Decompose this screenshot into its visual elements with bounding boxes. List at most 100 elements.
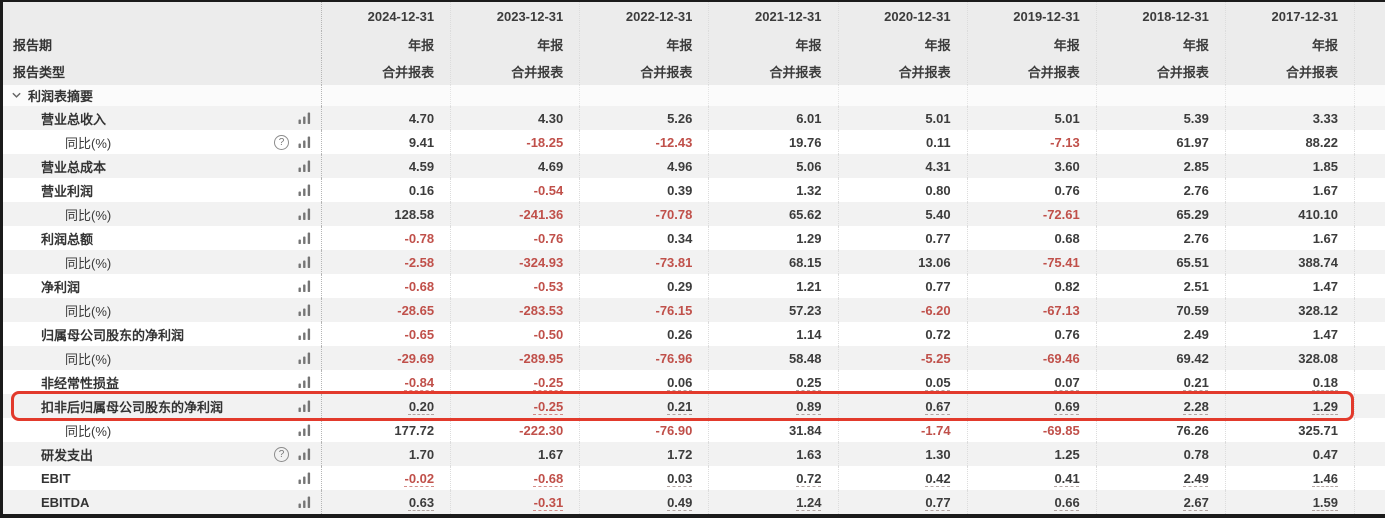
value-cell-text: 328.08 bbox=[1298, 350, 1338, 366]
row-label-cell: 研发支出? bbox=[3, 442, 322, 466]
right-gutter bbox=[1355, 442, 1385, 466]
row-icons bbox=[298, 184, 321, 196]
table-row: 同比(%) 177.72 -222.30 -76.90 31.84 -1.74 -69.85… bbox=[3, 418, 1385, 442]
value-cell-text: 0.67 bbox=[925, 398, 951, 414]
right-gutter bbox=[1355, 130, 1385, 154]
value-cell-text: -76.15 bbox=[655, 302, 693, 318]
value-cell-text: -289.95 bbox=[519, 350, 564, 366]
value-cell-text: -29.69 bbox=[397, 350, 435, 366]
right-gutter bbox=[1355, 2, 1385, 31]
value-cell-text: 0.26 bbox=[667, 326, 693, 342]
row-label-cell: 同比(%) bbox=[3, 418, 322, 442]
row-label: 营业利润 bbox=[41, 183, 94, 199]
table-row: 营业总收入 4.70 4.30 5.26 6.01 5.01 5.01 5.39 3.33 bbox=[3, 106, 1385, 130]
bar-chart-icon[interactable] bbox=[298, 424, 311, 436]
row-label-cell: 利润总额 bbox=[3, 226, 322, 250]
value-cell-text: 65.62 bbox=[788, 206, 822, 222]
row-label: 同比(%) bbox=[65, 255, 112, 271]
value-cell: 0.69 bbox=[968, 394, 1097, 418]
value-cell-text: 0.42 bbox=[925, 470, 951, 486]
value-cell: -5.25 bbox=[839, 346, 968, 370]
value-cell: 2.28 bbox=[1097, 394, 1226, 418]
bar-chart-icon[interactable] bbox=[298, 352, 311, 364]
row-icons bbox=[298, 160, 321, 172]
right-gutter bbox=[1355, 274, 1385, 298]
table-row: 归属母公司股东的净利润 -0.65 -0.50 0.26 1.14 0.72 0.76 2.4… bbox=[3, 322, 1385, 346]
bar-chart-icon[interactable] bbox=[298, 160, 311, 172]
value-cell-text: 0.21 bbox=[667, 398, 693, 414]
value-cell-text: 4.30 bbox=[537, 110, 564, 126]
value-cell-text: 2.76 bbox=[1183, 230, 1209, 246]
value-cell-text: 1.59 bbox=[1312, 494, 1338, 510]
value-cell: 88.22 bbox=[1226, 130, 1355, 154]
value-cell-text: 0.72 bbox=[925, 326, 951, 342]
value-cell-text: -70.78 bbox=[655, 206, 693, 222]
help-icon[interactable]: ? bbox=[274, 446, 289, 462]
value-cell-text: 9.41 bbox=[408, 134, 435, 150]
value-cell-text: 0.16 bbox=[408, 182, 435, 198]
report-type-value: 合并报表 bbox=[968, 58, 1097, 85]
help-icon[interactable]: ? bbox=[274, 134, 289, 150]
value-cell: 2.76 bbox=[1097, 226, 1226, 250]
value-cell-text: 0.34 bbox=[667, 230, 693, 246]
row-label: 利润总额 bbox=[41, 231, 94, 247]
bar-chart-icon[interactable] bbox=[298, 328, 311, 340]
value-cell-text: 0.11 bbox=[926, 134, 951, 150]
right-gutter bbox=[1355, 298, 1385, 322]
value-cell: -18.25 bbox=[451, 130, 581, 154]
value-cell-text: 4.70 bbox=[408, 110, 435, 126]
value-cell-text: -324.93 bbox=[519, 254, 564, 270]
header-dates-row: 2024-12-31 2023-12-31 2022-12-31 2021-12-31… bbox=[3, 2, 1385, 31]
bar-chart-icon[interactable] bbox=[298, 496, 311, 508]
value-cell: 65.51 bbox=[1097, 250, 1226, 274]
value-cell-text: 31.84 bbox=[788, 422, 822, 438]
section-row-income-statement-summary[interactable]: 利润表摘要 bbox=[3, 85, 1385, 106]
right-gutter bbox=[1355, 58, 1385, 85]
bar-chart-icon[interactable] bbox=[298, 136, 311, 148]
value-cell: 70.59 bbox=[1097, 298, 1226, 322]
value-cell-text: 5.26 bbox=[667, 110, 693, 126]
value-cell-text: 1.21 bbox=[796, 278, 822, 294]
table-row: 研发支出? 1.70 1.67 1.72 1.63 1.30 1.25 0.78 0.47 bbox=[3, 442, 1385, 466]
bar-chart-icon[interactable] bbox=[298, 448, 311, 460]
report-period-value-text: 年报 bbox=[1053, 38, 1080, 53]
section-empty-cell bbox=[839, 85, 968, 106]
bar-chart-icon[interactable] bbox=[298, 256, 311, 268]
row-icons bbox=[298, 376, 321, 388]
value-cell: -72.61 bbox=[968, 202, 1097, 226]
column-header-date: 2018-12-31 bbox=[1097, 2, 1226, 31]
report-period-value: 年报 bbox=[709, 31, 839, 58]
bar-chart-icon[interactable] bbox=[298, 376, 311, 388]
row-label: 同比(%) bbox=[65, 423, 112, 439]
value-cell-text: -1.74 bbox=[920, 422, 951, 438]
report-period-value-text: 年报 bbox=[924, 38, 951, 53]
bar-chart-icon[interactable] bbox=[298, 184, 311, 196]
report-type-value: 合并报表 bbox=[1226, 58, 1355, 85]
value-cell-text: 70.59 bbox=[1176, 302, 1209, 318]
column-header-date-text: 2024-12-31 bbox=[367, 9, 435, 24]
value-cell: 0.47 bbox=[1226, 442, 1355, 466]
row-label: 同比(%) bbox=[65, 303, 112, 319]
section-title: 利润表摘要 bbox=[28, 89, 94, 104]
bar-chart-icon[interactable] bbox=[298, 400, 311, 412]
bar-chart-icon[interactable] bbox=[298, 232, 311, 244]
value-cell-text: 0.49 bbox=[667, 494, 693, 510]
value-cell: 2.51 bbox=[1097, 274, 1226, 298]
bar-chart-icon[interactable] bbox=[298, 280, 311, 292]
value-cell-text: -2.58 bbox=[404, 254, 435, 270]
bar-chart-icon[interactable] bbox=[298, 112, 311, 124]
bar-chart-icon[interactable] bbox=[298, 304, 311, 316]
value-cell: 1.29 bbox=[709, 226, 839, 250]
bar-chart-icon[interactable] bbox=[298, 208, 311, 220]
table-row: 净利润 -0.68 -0.53 0.29 1.21 0.77 0.82 2.51 1.47 bbox=[3, 274, 1385, 298]
report-period-label: 报告期 bbox=[3, 31, 322, 58]
chevron-down-icon[interactable] bbox=[11, 90, 22, 101]
bar-chart-icon[interactable] bbox=[298, 472, 311, 484]
value-cell-text: 388.74 bbox=[1298, 254, 1338, 270]
section-label-cell[interactable]: 利润表摘要 bbox=[3, 85, 322, 106]
value-cell-text: -28.65 bbox=[397, 302, 435, 318]
value-cell-text: -69.46 bbox=[1042, 350, 1080, 366]
report-type-value-text: 合并报表 bbox=[511, 65, 564, 80]
value-cell-text: 410.10 bbox=[1298, 206, 1338, 222]
right-gutter bbox=[1355, 346, 1385, 370]
